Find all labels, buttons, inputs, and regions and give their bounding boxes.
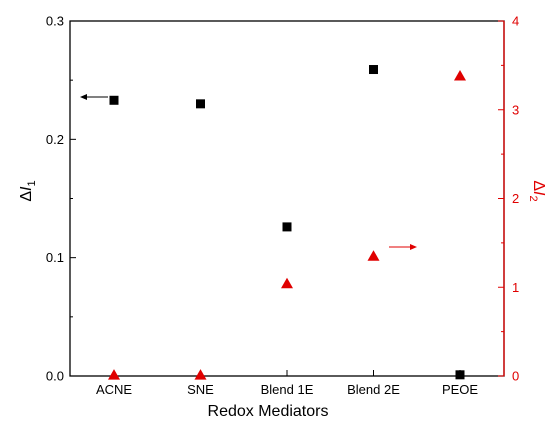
left-axis-indicator-arrow bbox=[80, 94, 108, 100]
left-axis-title: ΔI1 bbox=[18, 180, 38, 201]
triangle-point bbox=[454, 70, 466, 81]
right-axis-indicator-arrow bbox=[389, 244, 417, 250]
square-point bbox=[369, 65, 378, 75]
triangle-point bbox=[108, 369, 120, 380]
data-marks bbox=[108, 65, 466, 380]
right-tick-label: 4 bbox=[512, 14, 519, 29]
x-tick-label: ACNE bbox=[96, 382, 132, 397]
right-tick-label: 0 bbox=[512, 369, 519, 384]
right-tick-label: 1 bbox=[512, 280, 519, 295]
square-point bbox=[455, 370, 465, 380]
x-tick-label: PEOE bbox=[442, 382, 478, 397]
right-tick-label: 3 bbox=[512, 102, 519, 117]
triangle-point bbox=[194, 369, 207, 380]
x-tick-label: SNE bbox=[187, 382, 214, 397]
x-tick-label: Blend 1E bbox=[261, 382, 314, 397]
x-axis-ticks: ACNE SNE Blend 1E Blend 2E PEOE bbox=[96, 370, 478, 397]
left-axis-ticks: 0.0 0.1 0.2 0.3 bbox=[46, 14, 76, 384]
left-tick-label: 0.2 bbox=[46, 132, 64, 147]
right-axis-title: ΔI2 bbox=[527, 180, 547, 201]
left-tick-label: 0.3 bbox=[46, 14, 64, 29]
right-axis-ticks: 0 1 2 3 4 bbox=[498, 14, 519, 384]
plot-frame bbox=[69, 20, 505, 377]
square-point bbox=[109, 95, 119, 105]
left-tick-label: 0.0 bbox=[46, 369, 64, 384]
left-tick-label: 0.1 bbox=[46, 250, 64, 265]
triangle-point bbox=[281, 277, 293, 289]
x-tick-label: Blend 2E bbox=[347, 382, 400, 397]
square-point bbox=[196, 99, 205, 109]
x-axis-title: Redox Mediators bbox=[208, 403, 329, 420]
right-tick-label: 2 bbox=[512, 191, 519, 206]
square-point bbox=[282, 222, 292, 232]
triangle-point bbox=[367, 250, 380, 261]
